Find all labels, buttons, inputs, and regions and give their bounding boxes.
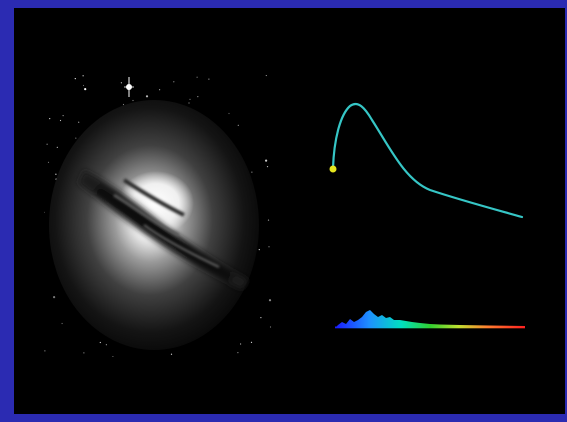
star (268, 246, 270, 248)
star (44, 211, 45, 213)
galaxy-icon (44, 75, 278, 357)
star (44, 350, 46, 352)
star (132, 99, 134, 102)
star (197, 96, 199, 98)
star (47, 161, 50, 163)
star (208, 78, 210, 80)
star (237, 352, 239, 354)
star (122, 103, 125, 106)
star (105, 344, 107, 346)
star (189, 98, 191, 100)
rainbow-spectrum-icon (335, 310, 525, 329)
bright-star (124, 77, 134, 97)
star (196, 76, 198, 78)
star (173, 81, 175, 83)
star (145, 95, 149, 98)
star (250, 341, 253, 343)
star (240, 343, 242, 345)
star (159, 89, 161, 91)
star (59, 119, 62, 122)
star (74, 78, 76, 80)
star (112, 356, 114, 357)
spectrum-profile (335, 310, 525, 328)
star (265, 159, 268, 162)
star (84, 88, 87, 91)
star (267, 219, 270, 221)
star (83, 352, 85, 354)
star (61, 322, 63, 325)
star (237, 124, 239, 126)
star (120, 82, 122, 84)
star (53, 296, 56, 299)
star (82, 84, 85, 87)
curve-icon (329, 102, 524, 219)
star (268, 299, 272, 302)
star (170, 353, 173, 355)
curve-line (331, 102, 524, 219)
star (62, 115, 64, 117)
dust-lane-detail (113, 178, 220, 268)
curve-start-marker (329, 165, 337, 173)
star (46, 143, 48, 145)
star (251, 171, 253, 173)
star (260, 317, 262, 319)
star (265, 75, 267, 77)
star (56, 146, 58, 148)
star (49, 118, 51, 120)
star (188, 102, 190, 104)
star (78, 121, 80, 123)
star (82, 75, 84, 77)
star (266, 166, 269, 168)
star (75, 137, 77, 139)
spectrum-baseline (335, 326, 525, 329)
star (258, 249, 260, 251)
star (55, 173, 57, 175)
star (228, 112, 230, 115)
star (269, 326, 272, 328)
star (99, 341, 101, 344)
